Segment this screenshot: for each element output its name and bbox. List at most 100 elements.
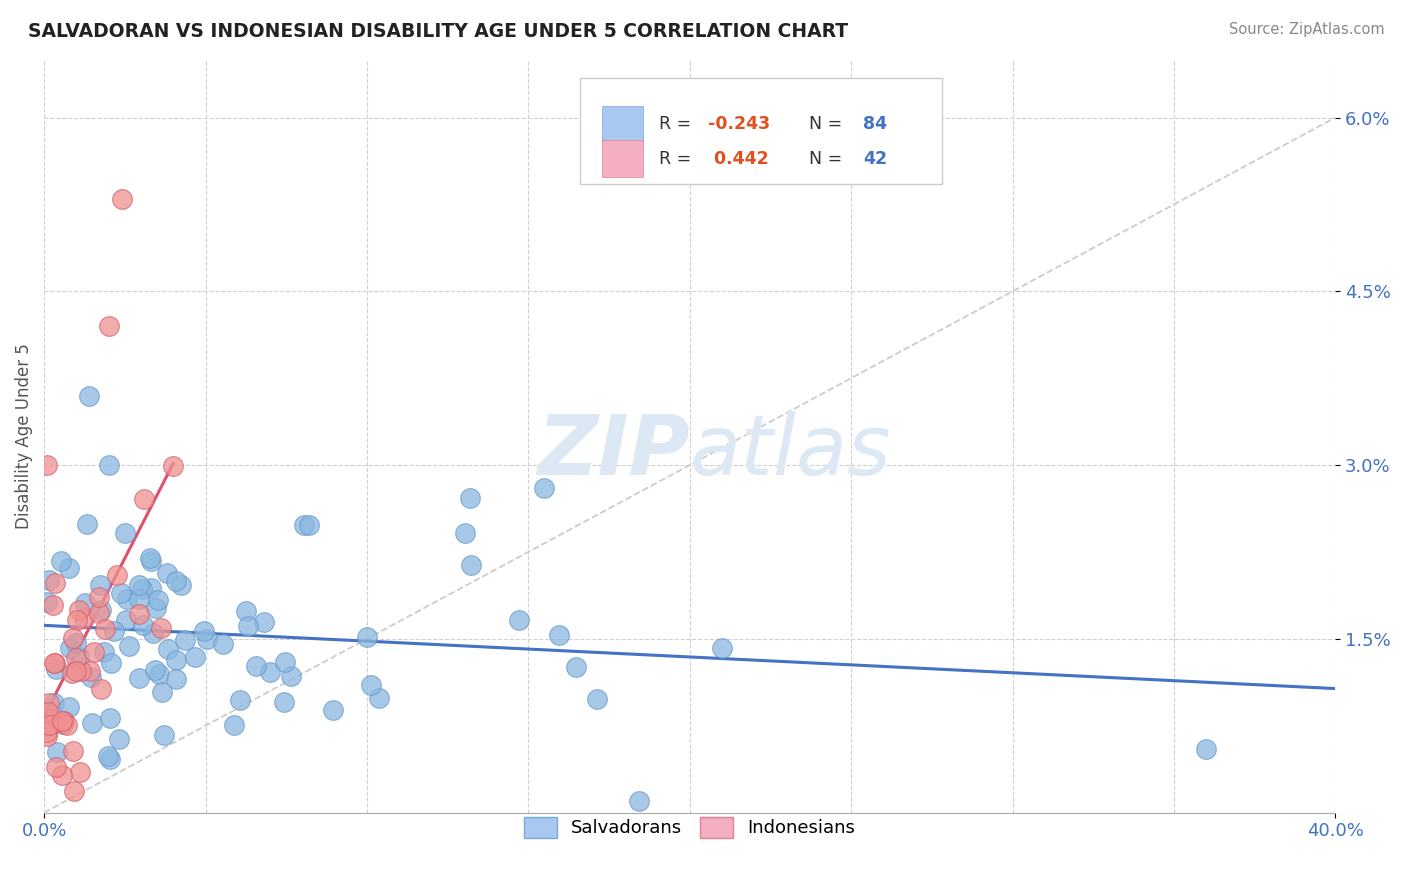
Point bbox=[89, 607, 111, 621]
Point bbox=[103, 624, 125, 638]
Point bbox=[224, 718, 246, 732]
Point bbox=[51, 767, 73, 781]
Point bbox=[184, 650, 207, 665]
Point bbox=[585, 692, 607, 706]
Text: SALVADORAN VS INDONESIAN DISABILITY AGE UNDER 5 CORRELATION CHART: SALVADORAN VS INDONESIAN DISABILITY AGE … bbox=[28, 22, 848, 41]
Point bbox=[37, 705, 59, 719]
Point bbox=[128, 578, 150, 592]
Point bbox=[73, 596, 96, 610]
Point bbox=[93, 623, 115, 637]
Point bbox=[360, 678, 382, 692]
Point bbox=[458, 491, 481, 505]
Point bbox=[37, 725, 59, 739]
Point bbox=[42, 656, 65, 670]
Point bbox=[148, 667, 170, 681]
Y-axis label: Disability Age Under 5: Disability Age Under 5 bbox=[15, 343, 32, 529]
Point bbox=[105, 567, 128, 582]
Point bbox=[245, 659, 267, 673]
Point bbox=[195, 632, 218, 646]
Text: R =: R = bbox=[659, 150, 696, 168]
Point bbox=[139, 581, 162, 595]
FancyBboxPatch shape bbox=[581, 78, 942, 184]
Point bbox=[174, 633, 197, 648]
Point bbox=[90, 681, 112, 696]
Text: Source: ZipAtlas.com: Source: ZipAtlas.com bbox=[1229, 22, 1385, 37]
Point bbox=[37, 458, 59, 472]
Point bbox=[454, 525, 477, 540]
Point bbox=[1195, 742, 1218, 756]
Point bbox=[132, 617, 155, 632]
Point bbox=[37, 595, 59, 609]
Point bbox=[52, 716, 75, 731]
Text: -0.243: -0.243 bbox=[707, 115, 770, 133]
Point bbox=[508, 613, 530, 627]
Point bbox=[128, 607, 150, 622]
Point bbox=[368, 691, 391, 706]
Point bbox=[356, 630, 378, 644]
Point bbox=[56, 718, 79, 732]
Point bbox=[292, 517, 315, 532]
Point bbox=[53, 714, 76, 728]
Point bbox=[98, 752, 121, 766]
Point bbox=[65, 636, 87, 650]
Point bbox=[128, 592, 150, 607]
Point bbox=[37, 729, 59, 743]
Point bbox=[90, 603, 112, 617]
Point bbox=[38, 718, 60, 732]
Point bbox=[87, 590, 110, 604]
Point bbox=[46, 745, 69, 759]
Point bbox=[628, 794, 651, 808]
Point bbox=[83, 645, 105, 659]
Text: N =: N = bbox=[799, 115, 848, 133]
Point bbox=[62, 744, 84, 758]
Point bbox=[259, 665, 281, 679]
Point bbox=[162, 458, 184, 473]
Point bbox=[79, 664, 101, 678]
Point bbox=[97, 458, 120, 472]
Point bbox=[58, 561, 80, 575]
Point bbox=[108, 731, 131, 746]
Point bbox=[150, 685, 173, 699]
Point bbox=[138, 551, 160, 566]
Point bbox=[273, 694, 295, 708]
Point bbox=[42, 598, 65, 612]
FancyBboxPatch shape bbox=[602, 140, 644, 177]
Point bbox=[76, 516, 98, 531]
Point bbox=[58, 699, 80, 714]
Point bbox=[156, 641, 179, 656]
Point bbox=[93, 645, 115, 659]
Point bbox=[59, 641, 82, 656]
Point bbox=[165, 652, 187, 666]
Point bbox=[51, 714, 73, 729]
Point bbox=[65, 650, 87, 665]
Point bbox=[110, 586, 132, 600]
Point bbox=[45, 662, 67, 676]
Point bbox=[710, 640, 733, 655]
Point bbox=[42, 716, 65, 731]
Point bbox=[128, 672, 150, 686]
Point bbox=[65, 664, 87, 678]
Point bbox=[62, 632, 84, 646]
Text: R =: R = bbox=[659, 115, 696, 133]
Text: ZIP: ZIP bbox=[537, 410, 690, 491]
Point bbox=[156, 566, 179, 580]
Point bbox=[39, 712, 62, 726]
Point bbox=[80, 716, 103, 731]
Point bbox=[51, 554, 73, 568]
Point bbox=[153, 728, 176, 742]
Point bbox=[211, 637, 233, 651]
Point bbox=[44, 656, 66, 670]
Point bbox=[79, 388, 101, 402]
Point bbox=[60, 666, 83, 681]
Text: 42: 42 bbox=[863, 150, 887, 168]
Point bbox=[131, 582, 153, 597]
Point bbox=[66, 613, 89, 627]
Point bbox=[548, 627, 571, 641]
Point bbox=[165, 672, 187, 686]
Point bbox=[89, 578, 111, 592]
Point bbox=[97, 319, 120, 334]
Point bbox=[70, 664, 93, 678]
Point bbox=[143, 663, 166, 677]
Text: N =: N = bbox=[799, 150, 848, 168]
Point bbox=[134, 491, 156, 506]
